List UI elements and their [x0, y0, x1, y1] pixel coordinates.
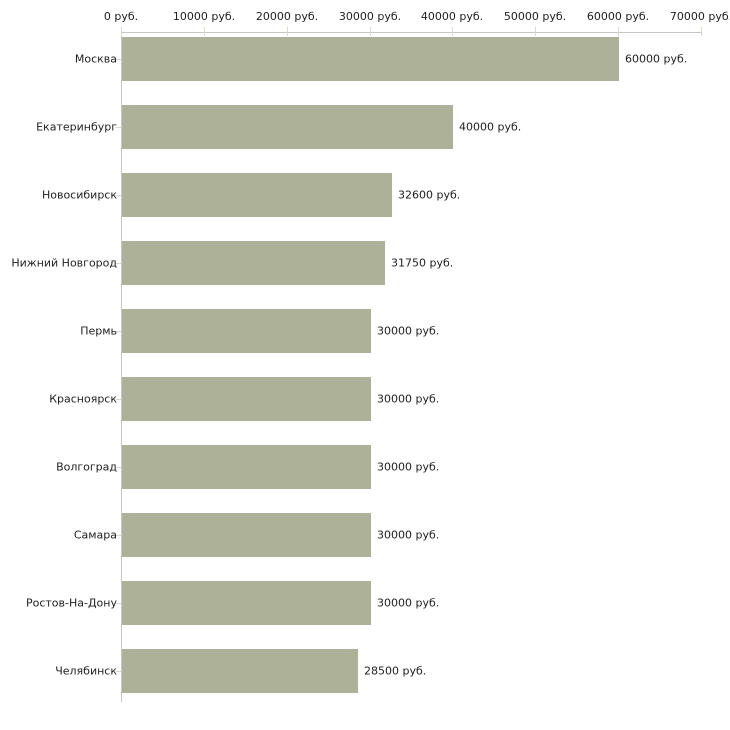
value-label: 30000 руб.	[377, 596, 440, 610]
x-tick-mark	[287, 27, 288, 36]
value-label: 31750 руб.	[391, 256, 454, 270]
x-tick-mark	[701, 27, 702, 36]
y-tick-mark	[116, 603, 121, 604]
value-label: 40000 руб.	[459, 120, 522, 134]
category-label: Ростов-На-Дону	[25, 596, 117, 610]
x-axis-line	[121, 32, 701, 33]
category-label: Москва	[74, 52, 117, 66]
y-tick-mark	[116, 331, 121, 332]
y-axis-line	[121, 28, 122, 702]
y-tick-mark	[116, 535, 121, 536]
y-tick-mark	[116, 59, 121, 60]
category-label: Екатеринбург	[36, 120, 117, 134]
bar	[122, 173, 392, 217]
value-label: 28500 руб.	[364, 664, 427, 678]
category-label: Челябинск	[55, 664, 117, 678]
bar	[122, 445, 371, 489]
y-tick-mark	[116, 195, 121, 196]
value-label: 30000 руб.	[377, 324, 440, 338]
y-tick-mark	[116, 399, 121, 400]
value-label: 30000 руб.	[377, 528, 440, 542]
x-tick-label: 60000 руб.	[586, 10, 650, 23]
bar	[122, 513, 371, 557]
bar	[122, 309, 371, 353]
category-label: Красноярск	[49, 392, 117, 406]
y-tick-mark	[116, 127, 121, 128]
x-tick-mark	[618, 27, 619, 36]
category-label: Нижний Новгород	[11, 256, 117, 270]
value-label: 32600 руб.	[398, 188, 461, 202]
category-label: Пермь	[80, 324, 117, 338]
bar	[122, 37, 619, 81]
y-tick-mark	[116, 671, 121, 672]
x-tick-label: 0 руб.	[103, 10, 139, 23]
x-tick-label: 40000 руб.	[420, 10, 484, 23]
bar	[122, 241, 385, 285]
bar	[122, 105, 453, 149]
x-tick-mark	[452, 27, 453, 36]
category-label: Волгоград	[56, 460, 117, 474]
x-tick-label: 50000 руб.	[503, 10, 567, 23]
category-label: Самара	[73, 528, 117, 542]
x-tick-mark	[370, 27, 371, 36]
category-label: Новосибирск	[41, 188, 117, 202]
value-label: 30000 руб.	[377, 460, 440, 474]
bar	[122, 377, 371, 421]
x-tick-label: 10000 руб.	[172, 10, 236, 23]
x-tick-label: 20000 руб.	[255, 10, 319, 23]
value-label: 30000 руб.	[377, 392, 440, 406]
x-tick-mark	[535, 27, 536, 36]
bar	[122, 649, 358, 693]
y-tick-mark	[116, 263, 121, 264]
x-tick-mark	[121, 27, 122, 36]
y-tick-mark	[116, 467, 121, 468]
bar	[122, 581, 371, 625]
x-tick-mark	[204, 27, 205, 36]
value-label: 60000 руб.	[625, 52, 688, 66]
x-tick-label: 70000 руб.	[669, 10, 730, 23]
x-tick-label: 30000 руб.	[338, 10, 402, 23]
